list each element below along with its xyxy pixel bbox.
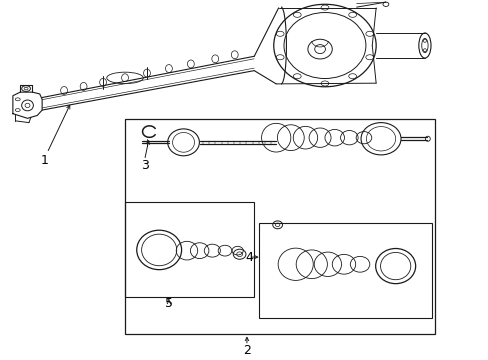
Text: 2: 2: [243, 344, 250, 357]
Text: 5: 5: [164, 297, 173, 310]
Text: 1: 1: [41, 154, 48, 167]
Bar: [259, 223, 431, 318]
Bar: [125, 119, 434, 334]
Text: 3: 3: [141, 159, 148, 172]
Text: 4: 4: [245, 251, 253, 264]
Bar: [125, 202, 254, 297]
